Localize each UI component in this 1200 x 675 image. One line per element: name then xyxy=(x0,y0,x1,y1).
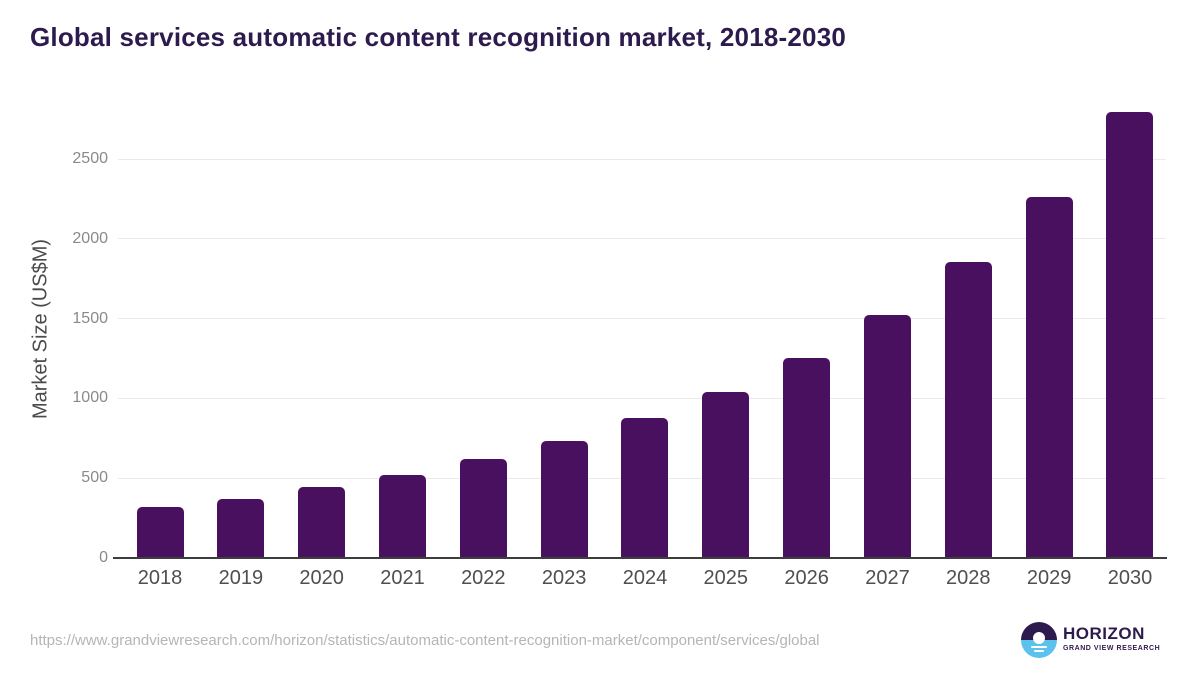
chart-title: Global services automatic content recogn… xyxy=(30,22,847,52)
horizon-logo[interactable]: HORIZON GRAND VIEW RESEARCH xyxy=(1021,622,1171,662)
logo-wordmark: HORIZON xyxy=(1063,624,1145,643)
x-axis-line xyxy=(113,557,1167,559)
y-tick-label: 1000 xyxy=(72,389,108,407)
bar-2027 xyxy=(863,314,911,558)
x-tick-label: 2020 xyxy=(299,567,344,589)
x-tick-label: 2025 xyxy=(703,567,749,589)
x-tick-label: 2024 xyxy=(622,567,668,589)
y-tick-label: 500 xyxy=(81,469,108,487)
x-tick-label: 2021 xyxy=(380,567,425,589)
x-tick-label: 2027 xyxy=(865,567,910,589)
gridline xyxy=(118,318,1166,320)
gridline xyxy=(118,158,1166,160)
water-reflection-icon xyxy=(1034,650,1044,652)
y-tick-label: 0 xyxy=(99,549,108,566)
water-reflection-icon xyxy=(1031,646,1047,648)
sun-icon xyxy=(1033,632,1045,644)
x-tick-label: 2019 xyxy=(218,567,264,589)
y-tick-label: 2000 xyxy=(72,229,108,247)
gridline xyxy=(118,397,1166,399)
logo-tagline: GRAND VIEW RESEARCH xyxy=(1063,645,1161,652)
bar-2029 xyxy=(1025,196,1073,558)
bar-2028 xyxy=(944,261,992,558)
x-tick-label: 2018 xyxy=(137,567,183,589)
bar-2022 xyxy=(459,459,507,558)
bar-2030 xyxy=(1106,111,1154,558)
logo-text: HORIZON GRAND VIEW RESEARCH xyxy=(1063,624,1160,653)
bar-2026 xyxy=(783,357,831,558)
x-tick-label: 2029 xyxy=(1026,567,1072,589)
y-tick-label: 1500 xyxy=(72,309,108,327)
bar-2023 xyxy=(540,441,588,558)
y-tick-label: 2500 xyxy=(72,150,108,167)
x-tick-label: 2030 xyxy=(1107,567,1153,589)
bar-2019 xyxy=(217,498,265,558)
x-tick-label: 2022 xyxy=(461,567,506,589)
source-url[interactable]: https://www.grandviewresearch.com/horizo… xyxy=(30,632,820,649)
bar-2025 xyxy=(702,392,750,558)
bar-2021 xyxy=(378,475,426,558)
gridline xyxy=(118,238,1166,240)
sunrise-horizon-icon xyxy=(1021,622,1057,658)
bar-2020 xyxy=(298,486,346,558)
x-tick-label: 2023 xyxy=(541,567,587,589)
bar-2024 xyxy=(621,418,669,558)
bar-2018 xyxy=(136,506,184,558)
x-tick-label: 2028 xyxy=(946,567,991,589)
x-tick-label: 2026 xyxy=(784,567,829,589)
